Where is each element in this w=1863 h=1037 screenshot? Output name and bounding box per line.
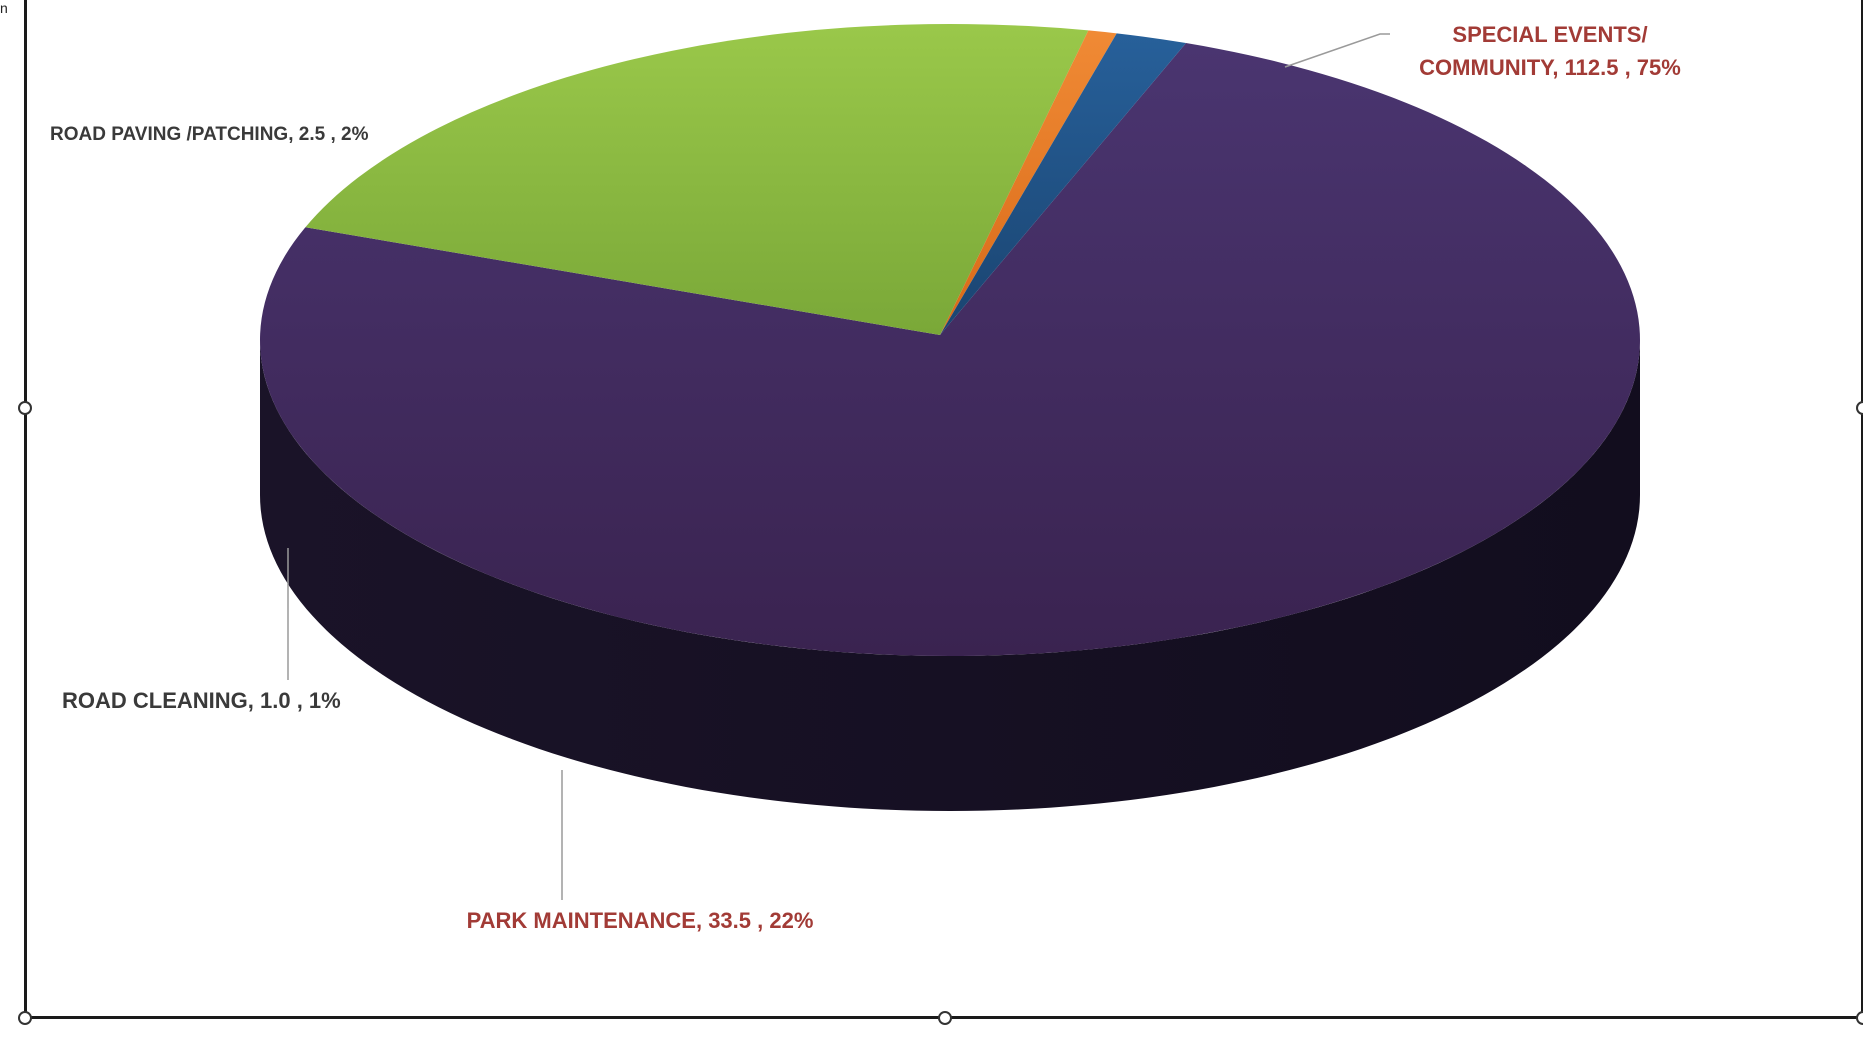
data-label-line: PARK MAINTENANCE, 33.5 , 22%	[467, 908, 814, 933]
data-label-line: COMMUNITY, 112.5 , 75%	[1419, 55, 1681, 80]
data-label-park-maintenance: PARK MAINTENANCE, 33.5 , 22%	[467, 908, 814, 933]
resize-handle-bottom-left[interactable]	[18, 1011, 32, 1025]
resize-handle-bottom-right[interactable]	[1856, 1011, 1863, 1025]
pie-slice-road-paving[interactable]	[940, 33, 1186, 335]
pie-slice-park-maintenance[interactable]	[305, 23, 1089, 335]
resize-handle-bottom[interactable]	[938, 1011, 952, 1025]
data-label-line: ROAD PAVING /PATCHING, 2.5 , 2%	[50, 124, 369, 145]
data-labels: SPECIAL EVENTS/COMMUNITY, 112.5 , 75% PAR…	[50, 22, 1681, 933]
pie-side-layer	[260, 340, 1640, 811]
data-label-road-cleaning: ROAD CLEANING, 1.0 , 1%	[62, 688, 341, 713]
pie-top-layer	[259, 23, 1641, 657]
data-label-special-events: SPECIAL EVENTS/COMMUNITY, 112.5 , 75%	[1419, 22, 1681, 80]
data-label-line: SPECIAL EVENTS/	[1452, 22, 1647, 47]
data-label-road-paving: ROAD PAVING /PATCHING, 2.5 , 2%	[50, 124, 369, 145]
pie-slice-special-events[interactable]	[259, 43, 1641, 657]
pie-side-special-events	[260, 340, 1640, 811]
data-label-line: ROAD CLEANING, 1.0 , 1%	[62, 688, 341, 713]
resize-handle-right[interactable]	[1856, 401, 1863, 415]
leader-lines	[287, 33, 1390, 900]
corner-glyph: n	[0, 0, 8, 16]
resize-handle-left[interactable]	[18, 401, 32, 415]
leader-line-special-events	[1284, 33, 1390, 68]
pie-slice-road-cleaning[interactable]	[940, 30, 1117, 336]
